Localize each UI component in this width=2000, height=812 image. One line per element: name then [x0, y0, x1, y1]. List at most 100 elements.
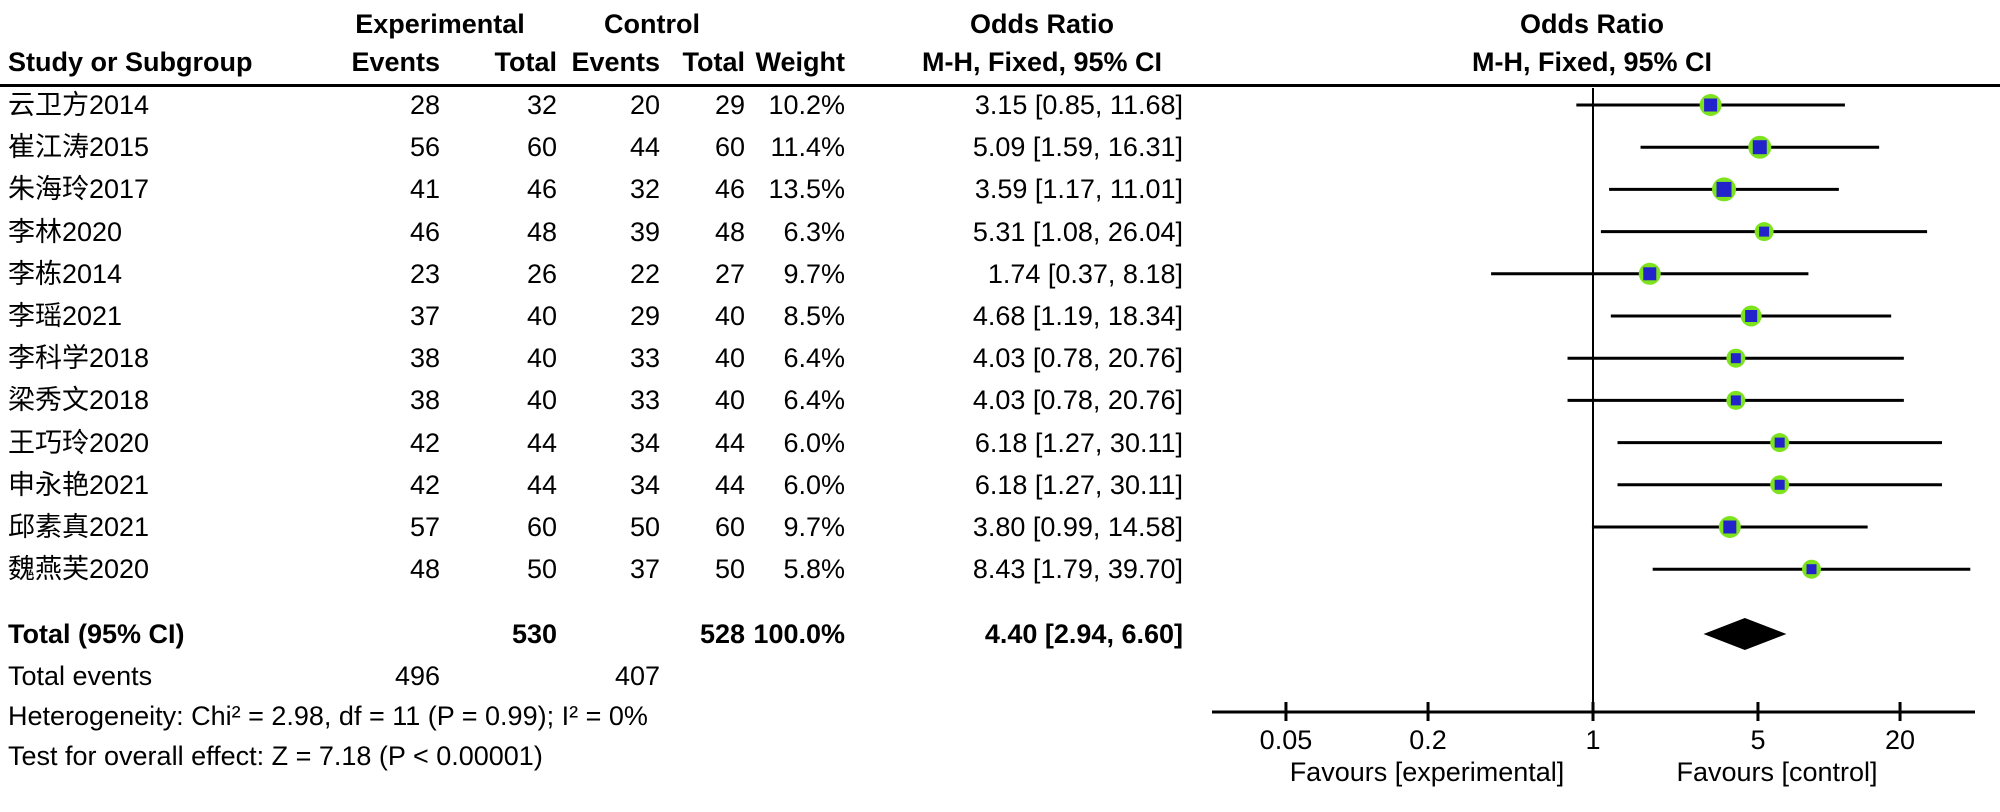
effect-marker	[1704, 98, 1718, 112]
axis-tick-label: 20	[1885, 725, 1916, 755]
odds-ratio-cell: 4.03 [0.78, 20.76]	[972, 385, 1183, 415]
header-control-group: Control	[604, 9, 700, 39]
total-exp-total: 530	[511, 619, 557, 649]
total-events-exp: 496	[394, 661, 440, 691]
exp-events-cell: 38	[409, 343, 440, 373]
study-name: 梁秀文2018	[8, 385, 150, 415]
effect-marker	[1806, 564, 1817, 575]
header-mh-fixed-ci-plot: M-H, Fixed, 95% CI	[1471, 47, 1713, 77]
weight-cell: 6.4%	[783, 385, 845, 415]
odds-ratio-cell: 1.74 [0.37, 8.18]	[987, 259, 1183, 289]
ctl-events-cell: 29	[629, 301, 660, 331]
favours-control-label: Favours [control]	[1676, 757, 1878, 787]
ctl-events-cell: 33	[629, 343, 660, 373]
study-name: 崔江涛2015	[8, 132, 150, 162]
effect-marker	[1774, 437, 1785, 448]
effect-marker	[1752, 140, 1767, 155]
weight-cell: 10.2%	[768, 90, 845, 120]
total-odds-ratio: 4.40 [2.94, 6.60]	[984, 619, 1183, 649]
ctl-total-cell: 40	[714, 385, 745, 415]
study-name: 云卫方2014	[8, 90, 150, 120]
weight-cell: 13.5%	[768, 174, 845, 204]
effect-marker	[1774, 479, 1785, 490]
axis-tick-label: 5	[1750, 725, 1766, 755]
exp-events-cell: 46	[409, 217, 440, 247]
exp-events-cell: 37	[409, 301, 440, 331]
exp-total-cell: 40	[526, 301, 557, 331]
effect-marker	[1730, 395, 1741, 406]
odds-ratio-cell: 4.68 [1.19, 18.34]	[972, 301, 1183, 331]
ctl-events-cell: 50	[629, 512, 660, 542]
exp-events-cell: 42	[409, 470, 440, 500]
weight-cell: 6.0%	[783, 428, 845, 458]
effect-marker	[1643, 267, 1657, 281]
weight-cell: 11.4%	[770, 132, 845, 162]
odds-ratio-cell: 4.03 [0.78, 20.76]	[972, 343, 1183, 373]
odds-ratio-cell: 6.18 [1.27, 30.11]	[974, 428, 1183, 458]
header-experimental-group: Experimental	[355, 9, 525, 39]
ctl-total-cell: 60	[714, 512, 745, 542]
ctl-total-cell: 48	[714, 217, 745, 247]
total-ctl-total: 528	[699, 619, 745, 649]
header-mh-fixed-ci: M-H, Fixed, 95% CI	[921, 47, 1163, 77]
exp-total-cell: 48	[526, 217, 557, 247]
ctl-total-cell: 60	[714, 132, 745, 162]
ctl-total-cell: 50	[714, 554, 745, 584]
summary-diamond	[1703, 618, 1787, 650]
ctl-events-cell: 37	[629, 554, 660, 584]
ctl-total-cell: 40	[714, 301, 745, 331]
study-name: 李瑶2021	[8, 301, 123, 331]
ctl-total-cell: 44	[714, 470, 745, 500]
ctl-total-cell: 40	[714, 343, 745, 373]
exp-total-cell: 60	[526, 132, 557, 162]
odds-ratio-cell: 5.09 [1.59, 16.31]	[972, 132, 1183, 162]
study-name: 邱素真2021	[8, 512, 150, 542]
ctl-total-cell: 29	[714, 90, 745, 120]
ctl-events-cell: 44	[629, 132, 660, 162]
study-name: 李科学2018	[8, 343, 150, 373]
total-row-label: Total (95% CI)	[8, 619, 185, 649]
odds-ratio-cell: 3.80 [0.99, 14.58]	[972, 512, 1183, 542]
effect-marker	[1716, 181, 1732, 197]
axis-tick-label: 0.05	[1259, 725, 1313, 755]
exp-total-cell: 40	[526, 343, 557, 373]
weight-cell: 9.7%	[783, 512, 845, 542]
odds-ratio-cell: 3.15 [0.85, 11.68]	[974, 90, 1183, 120]
odds-ratio-cell: 6.18 [1.27, 30.11]	[974, 470, 1183, 500]
study-name: 李林2020	[8, 217, 123, 247]
exp-events-cell: 28	[409, 90, 440, 120]
exp-events-cell: 41	[409, 174, 440, 204]
total-events-ctl: 407	[614, 661, 660, 691]
ctl-events-cell: 34	[629, 428, 660, 458]
exp-total-cell: 50	[526, 554, 557, 584]
study-name: 申永艳2021	[8, 470, 150, 500]
ctl-events-cell: 34	[629, 470, 660, 500]
ctl-events-cell: 20	[629, 90, 660, 120]
exp-events-cell: 38	[409, 385, 440, 415]
weight-cell: 6.4%	[783, 343, 845, 373]
header-ctl-total: Total	[682, 47, 746, 77]
effect-marker	[1730, 353, 1741, 364]
heterogeneity-text: Heterogeneity: Chi² = 2.98, df = 11 (P =…	[8, 701, 648, 731]
study-name: 朱海玲2017	[8, 174, 150, 204]
effect-marker	[1723, 520, 1737, 534]
weight-cell: 6.0%	[783, 470, 845, 500]
axis-tick-label: 0.2	[1409, 725, 1447, 755]
header-exp-total: Total	[494, 47, 558, 77]
ctl-total-cell: 46	[714, 174, 745, 204]
exp-events-cell: 57	[409, 512, 440, 542]
header-odds-ratio-plot: Odds Ratio	[1519, 9, 1665, 39]
header-ctl-events: Events	[571, 47, 660, 77]
ctl-total-cell: 44	[714, 428, 745, 458]
exp-events-cell: 42	[409, 428, 440, 458]
weight-cell: 8.5%	[783, 301, 845, 331]
exp-total-cell: 32	[526, 90, 557, 120]
effect-marker	[1745, 310, 1758, 322]
weight-cell: 5.8%	[783, 554, 845, 584]
ctl-total-cell: 27	[714, 259, 745, 289]
weight-cell: 6.3%	[783, 217, 845, 247]
exp-events-cell: 56	[409, 132, 440, 162]
ctl-events-cell: 33	[629, 385, 660, 415]
